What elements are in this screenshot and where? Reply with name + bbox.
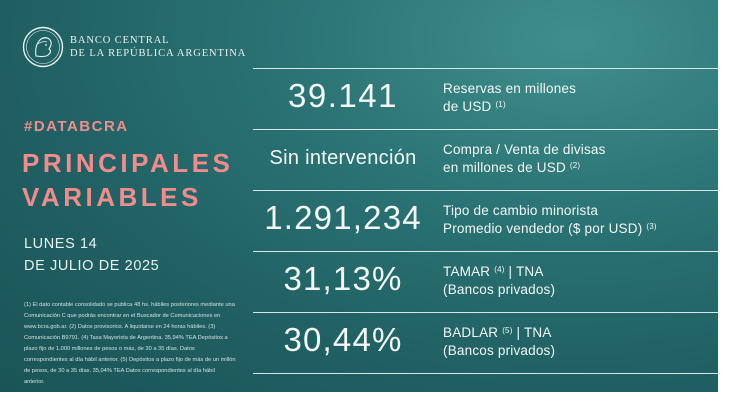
- brand-line-2: DE LA REPÚBLICA ARGENTINA: [70, 48, 247, 59]
- border-bottom: [0, 392, 730, 404]
- label-line-2: Promedio vendedor ($ por USD): [443, 221, 643, 236]
- date-line-2: DE JULIO DE 2025: [24, 258, 160, 274]
- brand-line-1: BANCO CENTRAL: [70, 35, 170, 46]
- border-right: [718, 0, 730, 404]
- variable-label: TAMAR (4) | TNA (Bancos privados): [443, 263, 555, 299]
- variable-row-tamar: 31,13% TAMAR (4) | TNA (Bancos privados): [253, 251, 718, 312]
- label-line-1: Reservas en millones: [443, 81, 577, 96]
- variable-label: BADLAR (5) | TNA (Bancos privados): [443, 324, 555, 360]
- label-suffix: | TNA: [516, 325, 552, 340]
- bcra-logo: BANCO CENTRAL DE LA REPÚBLICA ARGENTINA: [22, 26, 246, 68]
- brand-name: BANCO CENTRAL DE LA REPÚBLICA ARGENTINA: [70, 34, 246, 60]
- label-line-2: de USD: [443, 99, 492, 114]
- footnote-ref: (2): [569, 161, 581, 170]
- page-title: PRINCIPALES VARIABLES: [22, 146, 233, 214]
- variable-value: 30,44%: [283, 321, 403, 358]
- variable-row-reservas: 39.141 Reservas en millones de USD (1): [253, 68, 718, 129]
- variable-value: 39.141: [288, 77, 398, 114]
- date: LUNES 14 DE JULIO DE 2025: [24, 233, 159, 277]
- label-line-1: TAMAR: [443, 264, 491, 279]
- label-suffix: | TNA: [508, 264, 544, 279]
- infographic-card: BANCO CENTRAL DE LA REPÚBLICA ARGENTINA …: [0, 0, 718, 392]
- variable-label: Compra / Venta de divisas en millones de…: [443, 141, 606, 177]
- variable-value: Sin intervención: [269, 147, 417, 169]
- footnote-ref: (5): [502, 326, 513, 335]
- label-line-1: Tipo de cambio minorista: [443, 203, 599, 218]
- label-line-2: en millones de USD: [443, 160, 566, 175]
- label-line-2: (Bancos privados): [443, 343, 556, 358]
- footnote-ref: (1): [495, 100, 506, 109]
- footnote: (1) El dato contable consolidado se publ…: [24, 302, 236, 385]
- footnote-ref: (4): [494, 265, 505, 274]
- footnote-ref: (3): [646, 222, 657, 231]
- date-line-1: LUNES 14: [24, 236, 98, 252]
- hashtag: #DATABCRA: [24, 118, 129, 135]
- variable-row-tipo-cambio: 1.291,234 Tipo de cambio minorista Prome…: [253, 190, 718, 251]
- title-line-2: VARIABLES: [22, 182, 202, 212]
- variable-label: Tipo de cambio minorista Promedio vended…: [443, 202, 657, 238]
- variables-table: 39.141 Reservas en millones de USD (1) S…: [253, 68, 718, 374]
- bcra-emblem-icon: [22, 26, 64, 68]
- variable-value: 31,13%: [283, 260, 403, 297]
- variable-label: Reservas en millones de USD (1): [443, 80, 576, 116]
- label-line-1: BADLAR: [443, 325, 499, 340]
- variable-row-badlar: 30,44% BADLAR (5) | TNA (Bancos privados…: [253, 312, 718, 374]
- variable-row-compra-venta: Sin intervención Compra / Venta de divis…: [253, 129, 718, 190]
- title-line-1: PRINCIPALES: [22, 148, 234, 178]
- label-line-2: (Bancos privados): [443, 282, 556, 297]
- variable-value: 1.291,234: [264, 199, 422, 236]
- label-line-1: Compra / Venta de divisas: [443, 142, 606, 157]
